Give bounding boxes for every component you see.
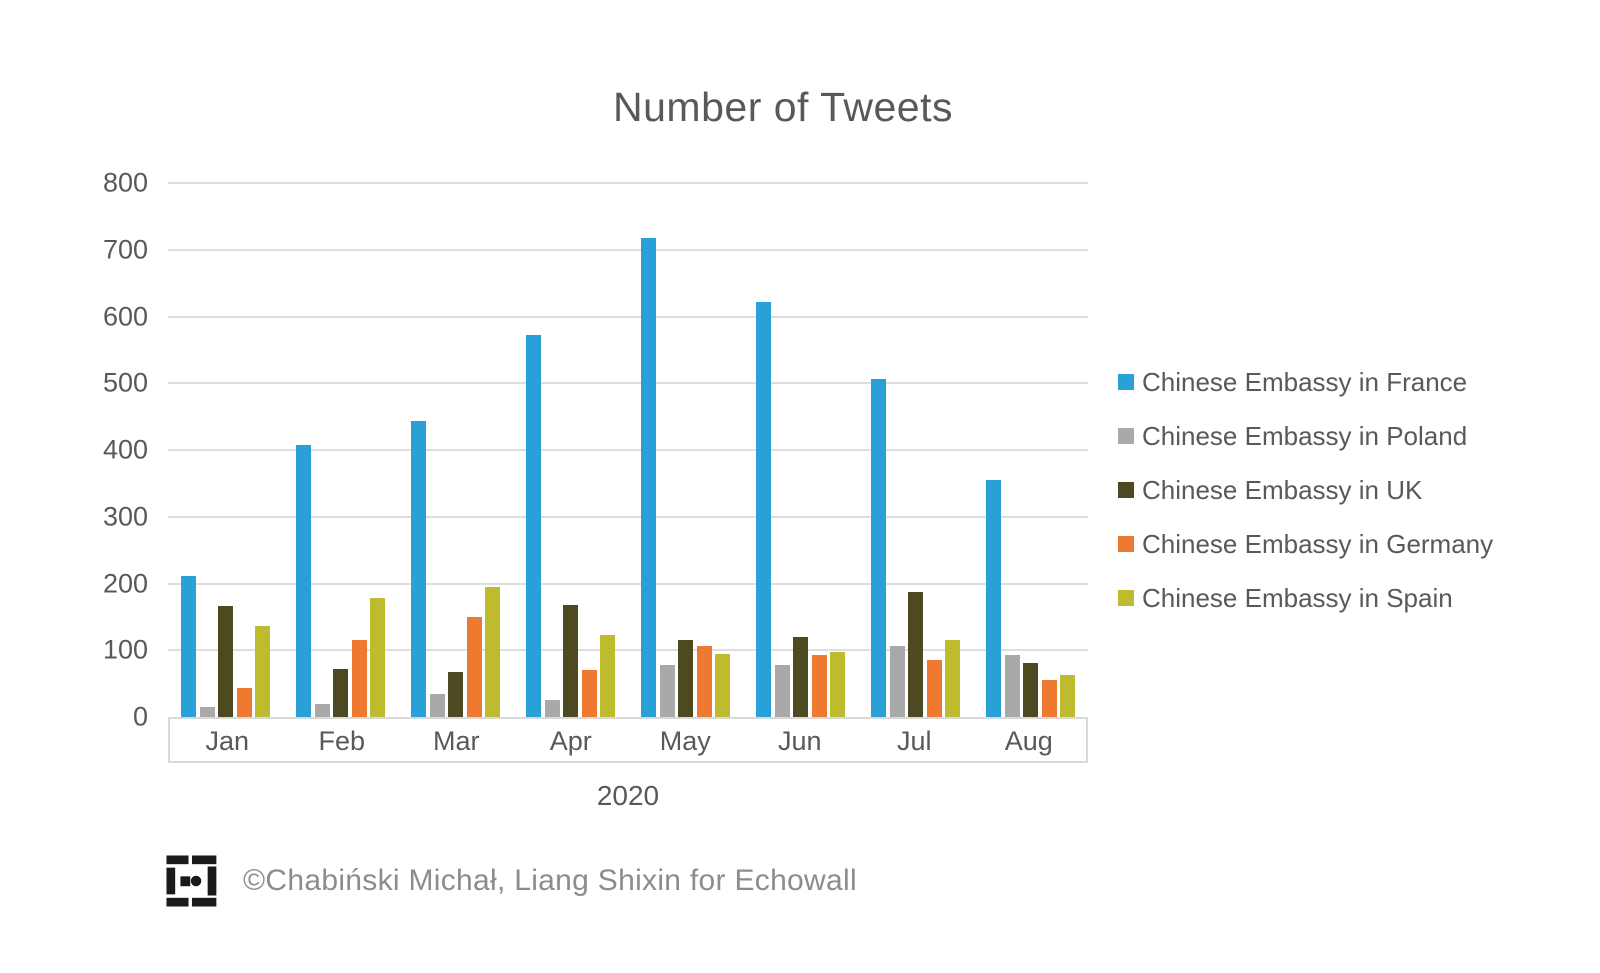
x-axis-band: Jan Feb Mar Apr May Jun Jul Aug (168, 717, 1088, 763)
legend-label: Chinese Embassy in Germany (1142, 528, 1494, 559)
legend: Chinese Embassy in France Chinese Embassy… (1118, 367, 1493, 637)
attribution-text: ©Chabiński Michał, Liang Shixin for Echo… (243, 864, 857, 897)
x-tick-label: Aug (1004, 726, 1053, 756)
y-tick-label: 400 (102, 434, 148, 465)
y-tick-label: 300 (102, 501, 148, 532)
bar-group-may (628, 183, 743, 717)
bar (774, 664, 790, 717)
echowall-logo-icon (166, 855, 217, 907)
bar (908, 591, 923, 717)
bar (236, 688, 252, 717)
y-tick-label: 200 (102, 568, 148, 598)
legend-item: Chinese Embassy in UK (1118, 475, 1493, 505)
bar (678, 640, 693, 717)
bar (600, 634, 615, 717)
bar (526, 335, 541, 717)
bar-group-mar (398, 183, 513, 717)
legend-label: Chinese Embassy in Poland (1142, 420, 1468, 451)
gridline (168, 449, 1088, 451)
gridline (168, 515, 1088, 518)
legend-swatch-icon (1118, 374, 1134, 390)
bar (793, 636, 808, 717)
bar (563, 604, 578, 717)
bar (871, 379, 886, 717)
legend-item: Chinese Embassy in Spain (1118, 583, 1493, 613)
bar-group-jul (858, 183, 973, 717)
bar (581, 670, 597, 717)
legend-item: Chinese Embassy in France (1118, 367, 1493, 397)
bar (255, 626, 270, 717)
y-tick-label: 600 (102, 301, 148, 331)
attribution: ©Chabiński Michał, Liang Shixin for Echo… (163, 850, 857, 912)
bar (218, 606, 233, 717)
bar (926, 659, 942, 717)
legend-swatch-icon (1118, 482, 1134, 498)
x-tick-label: Feb (318, 726, 366, 756)
bar (696, 645, 712, 717)
bar (333, 668, 348, 717)
y-tick-label: 0 (132, 701, 148, 732)
x-tick-label: Mar (433, 726, 480, 756)
bar (889, 645, 905, 717)
gridline (168, 382, 1088, 385)
bar (370, 598, 385, 717)
legend-swatch-icon (1118, 536, 1134, 552)
x-axis-year-label: 2020 (596, 780, 660, 811)
gridline (168, 582, 1088, 585)
gridline (168, 315, 1088, 318)
bar (466, 616, 482, 717)
legend-item: Chinese Embassy in Germany (1118, 529, 1493, 559)
bar (448, 672, 463, 717)
bar (351, 640, 367, 717)
bar (945, 640, 960, 717)
bar (659, 664, 675, 717)
bar-group-aug (973, 183, 1088, 717)
legend-item: Chinese Embassy in Poland (1118, 421, 1493, 451)
legend-swatch-icon (1118, 590, 1134, 606)
legend-swatch-icon (1118, 428, 1134, 444)
bar-group-feb (283, 183, 398, 717)
gridline (168, 649, 1088, 652)
bar (544, 700, 560, 717)
bar (429, 693, 445, 717)
bar (1041, 680, 1057, 717)
bar (641, 237, 656, 717)
y-axis: 800 700 600 500 400 300 200 100 0 (70, 169, 148, 730)
bar-group-apr (513, 183, 628, 717)
bar (314, 703, 330, 717)
x-tick-label: Jun (777, 726, 822, 756)
bar (485, 586, 500, 717)
x-tick-label: Jul (896, 726, 932, 756)
bar (181, 576, 196, 717)
bar (811, 654, 827, 717)
plot-area (168, 182, 1088, 717)
y-tick-label: 500 (102, 367, 148, 398)
legend-label: Chinese Embassy in Spain (1142, 582, 1453, 613)
x-tick-label: Jan (205, 726, 250, 756)
bar (1023, 662, 1038, 717)
bar-group-jun (743, 183, 858, 717)
bar (756, 302, 771, 717)
bar (296, 445, 311, 717)
x-tick-label: May (659, 726, 711, 756)
y-tick-label: 700 (102, 234, 148, 265)
bar (199, 707, 215, 717)
bar (830, 652, 845, 717)
gridline (168, 182, 1088, 184)
bar (1060, 674, 1075, 717)
y-tick-label: 100 (102, 634, 148, 665)
gridline (168, 248, 1088, 251)
bar (1004, 654, 1020, 717)
x-tick-label: Apr (549, 726, 592, 756)
bar (411, 421, 426, 717)
chart-title: Number of Tweets (613, 84, 953, 130)
bar (715, 653, 730, 717)
bar-group-jan (168, 183, 283, 717)
legend-label: Chinese Embassy in France (1142, 366, 1468, 397)
bar (986, 480, 1001, 717)
legend-label: Chinese Embassy in UK (1142, 474, 1423, 505)
y-tick-label: 800 (102, 167, 148, 198)
